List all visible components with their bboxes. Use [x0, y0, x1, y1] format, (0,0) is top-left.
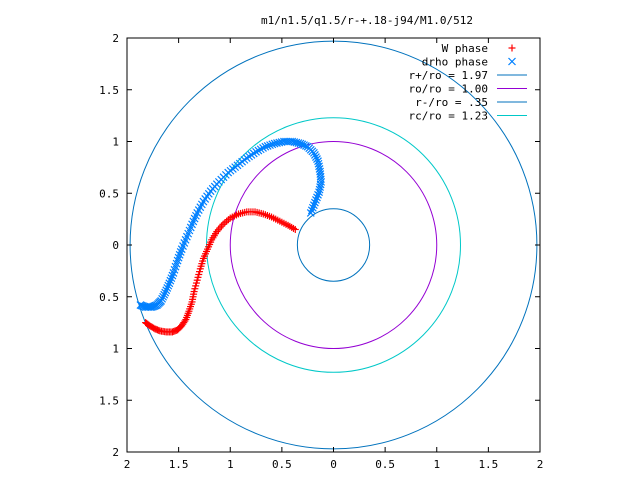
data-point	[161, 288, 170, 297]
data-point	[314, 190, 322, 199]
data-point	[158, 294, 167, 303]
x-tick-label: 0.5	[375, 458, 395, 471]
data-point	[306, 208, 315, 217]
x-tick-label: 1	[433, 458, 440, 471]
chart-title: m1/n1.5/q1.5/r-+.18-j94/M1.0/512	[261, 14, 473, 27]
data-point	[309, 148, 318, 157]
data-point	[256, 145, 265, 154]
legend-entry: drho phase	[422, 56, 516, 69]
data-point	[159, 292, 168, 301]
legend-entry: W phase	[442, 42, 516, 55]
x-tick-label: 2	[537, 458, 544, 471]
legend-label: r+/ro = 1.97	[409, 69, 488, 82]
data-point	[254, 146, 263, 155]
legend-symbol	[508, 57, 516, 66]
data-point	[291, 225, 299, 233]
data-point	[308, 203, 317, 212]
data-point	[167, 274, 176, 283]
data-point	[310, 151, 319, 159]
y-tick-label: 0.5	[99, 291, 119, 304]
data-point	[157, 296, 165, 305]
data-point	[181, 317, 189, 325]
y-tick-label: 0.5	[99, 187, 119, 200]
ticks-layer: 2 1.5 1 0.5 0 0.5 1 1.5 221.510.500.511.52	[99, 32, 543, 471]
x-tick-label: 1	[227, 458, 234, 471]
data-point	[313, 155, 321, 164]
data-point	[312, 196, 320, 204]
data-point	[165, 279, 174, 288]
data-point	[270, 139, 279, 148]
data-point	[166, 276, 175, 285]
legend-label: ro/ro = 1.00	[409, 83, 488, 96]
data-point	[315, 185, 324, 194]
y-tick-label: 1	[112, 136, 119, 149]
legend-entry: rc/ro = 1.23	[409, 110, 527, 123]
data-point	[268, 140, 277, 149]
data-point	[252, 147, 260, 156]
data-point	[275, 138, 284, 147]
legend-label: rc/ro = 1.23	[409, 110, 488, 123]
y-tick-label: 2	[112, 32, 119, 45]
legend-entry: r+/ro = 1.97	[409, 69, 527, 82]
data-point	[263, 141, 272, 150]
legend-label: drho phase	[422, 56, 488, 69]
data-point	[266, 141, 274, 150]
x-tick-label: 1.5	[169, 458, 189, 471]
x-tick-label: 0.5	[272, 458, 292, 471]
legend-label: r-/ro = .35	[415, 96, 488, 109]
x-tick-label: 0	[330, 458, 337, 471]
circle-2	[296, 208, 371, 282]
data-point	[307, 206, 316, 215]
circle-1	[229, 141, 438, 349]
legend-entry: ro/ro = 1.00	[409, 83, 527, 96]
data-point	[313, 193, 321, 202]
y-tick-label: 2	[112, 446, 119, 459]
y-tick-label: 1.5	[99, 84, 119, 97]
legend-label: W phase	[442, 42, 488, 55]
data-point	[309, 201, 318, 210]
y-tick-label: 1.5	[99, 394, 119, 407]
y-tick-label: 1	[112, 343, 119, 356]
data-point	[162, 286, 171, 295]
data-point	[160, 290, 169, 299]
legend-entry: r-/ro = .35	[415, 96, 527, 109]
data-point	[315, 188, 323, 197]
x-tick-label: 2	[124, 458, 131, 471]
data-point	[164, 281, 173, 290]
data-point	[168, 271, 177, 280]
series-0	[142, 208, 299, 336]
series-1	[136, 137, 326, 312]
data-point	[273, 139, 281, 147]
data-point	[301, 141, 310, 150]
data-point	[163, 284, 172, 292]
data-point	[310, 198, 319, 207]
legend-symbol	[508, 44, 516, 52]
data-point	[312, 153, 320, 161]
x-tick-label: 1.5	[478, 458, 498, 471]
data-point	[259, 144, 267, 152]
series-layer	[136, 137, 326, 336]
data-point	[261, 142, 270, 151]
y-tick-label: 0	[112, 239, 119, 252]
